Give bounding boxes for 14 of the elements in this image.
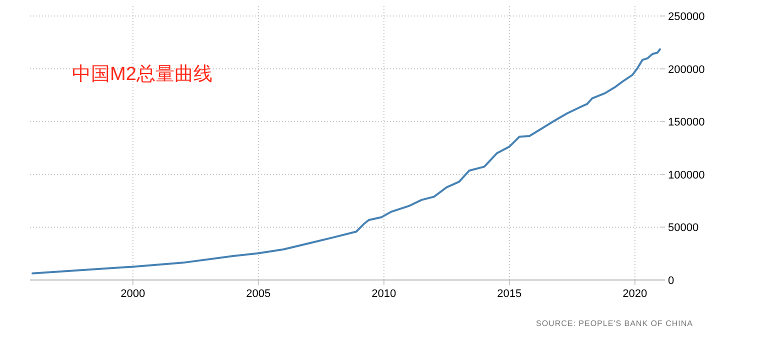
source-note: SOURCE: PEOPLE'S BANK OF CHINA [536, 319, 694, 328]
text: 中国M2总量曲线 [72, 64, 212, 85]
x-tick-label: 2010 [372, 288, 396, 300]
y-tick-label: 150000 [668, 116, 705, 129]
y-tick-label: 250000 [668, 11, 705, 23]
y-tick-label: 0 [668, 275, 674, 287]
y-tick-label: 100000 [668, 169, 705, 182]
y-tick-label: 50000 [668, 222, 699, 234]
x-tick-label: 2005 [246, 288, 271, 300]
x-tick-label: 2015 [497, 288, 522, 300]
x-tick-label: 2020 [622, 288, 648, 300]
y-tick-label: 200000 [668, 64, 705, 76]
x-tick-label: 2000 [120, 288, 146, 300]
line-series [32, 48, 661, 274]
